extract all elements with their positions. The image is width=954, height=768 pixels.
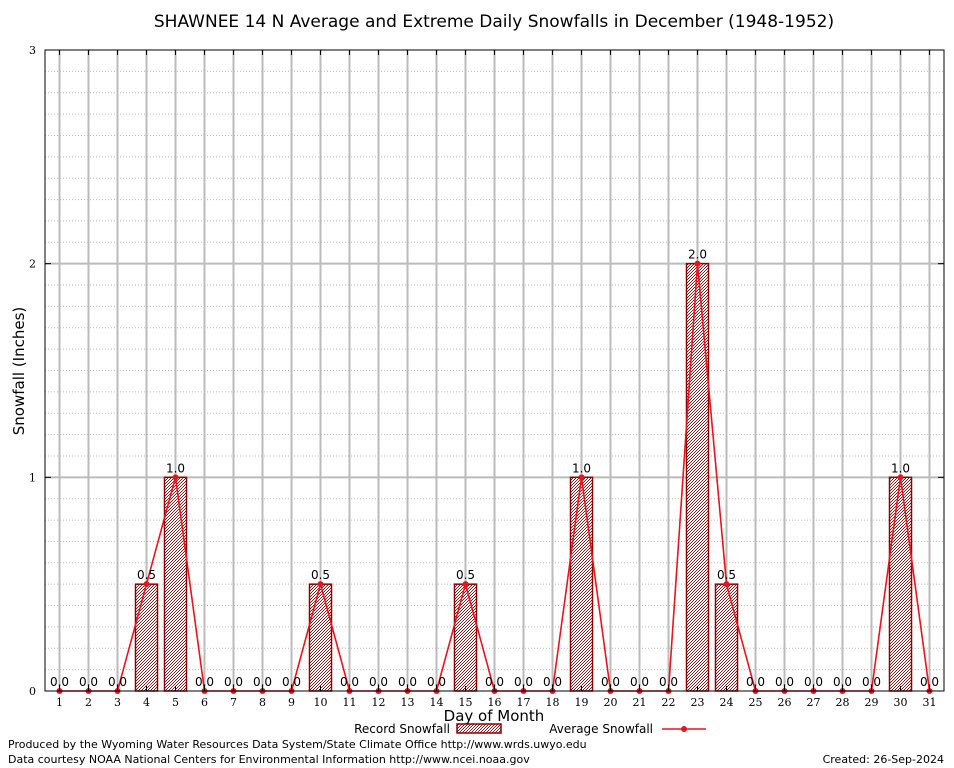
data-label-day-11: 0.0	[340, 675, 359, 689]
data-label-day-6: 0.0	[195, 675, 214, 689]
average-snowfall-point-30	[897, 474, 904, 481]
y-axis-label: Snowfall (Inches)	[10, 307, 28, 435]
data-label-day-16: 0.0	[485, 675, 504, 689]
record-snowfall-bar-15	[453, 583, 478, 692]
x-tick-label-30: 30	[894, 696, 908, 709]
x-tick-label-4: 4	[143, 696, 150, 709]
x-tick-label-19: 19	[575, 696, 589, 709]
data-label-day-13: 0.0	[398, 675, 417, 689]
data-label-day-23: 2.0	[688, 248, 707, 262]
x-tick-label-1: 1	[56, 696, 63, 709]
legend: Record Snowfall Average Snowfall	[354, 722, 706, 736]
data-label-day-27: 0.0	[804, 675, 823, 689]
record-snowfall-bar-24	[714, 583, 739, 692]
x-tick-label-26: 26	[778, 696, 792, 709]
data-label-day-5: 1.0	[166, 461, 185, 475]
data-label-day-18: 0.0	[543, 675, 562, 689]
x-tick-label-14: 14	[430, 696, 444, 709]
x-tick-label-22: 22	[662, 696, 676, 709]
data-label-day-26: 0.0	[775, 675, 794, 689]
x-tick-label-2: 2	[85, 696, 92, 709]
data-label-day-4: 0.5	[137, 568, 156, 582]
y-tick-label-3: 3	[29, 44, 36, 57]
x-tick-label-5: 5	[172, 696, 179, 709]
x-tick-label-31: 31	[923, 696, 937, 709]
footer-created-date: Created: 26-Sep-2024	[822, 753, 944, 766]
data-label-day-28: 0.0	[833, 675, 852, 689]
average-snowfall-point-15	[462, 581, 469, 588]
average-snowfall-point-19	[578, 474, 585, 481]
footer-data-courtesy: Data courtesy NOAA National Centers for …	[8, 753, 530, 766]
data-label-day-10: 0.5	[311, 568, 330, 582]
footer-produced-by: Produced by the Wyoming Water Resources …	[8, 738, 587, 751]
x-tick-label-6: 6	[201, 696, 208, 709]
legend-swatch-record	[456, 723, 502, 734]
data-label-day-30: 1.0	[891, 461, 910, 475]
x-tick-label-24: 24	[720, 696, 734, 709]
data-label-day-15: 0.5	[456, 568, 475, 582]
record-snowfall-bar-23	[685, 262, 710, 692]
data-label-day-8: 0.0	[253, 675, 272, 689]
data-label-day-17: 0.0	[514, 675, 533, 689]
data-label-day-22: 0.0	[659, 675, 678, 689]
record-snowfall-bar-5	[163, 476, 188, 692]
x-tick-label-9: 9	[288, 696, 295, 709]
x-tick-label-21: 21	[633, 696, 647, 709]
x-tick-label-11: 11	[343, 696, 357, 709]
record-snowfall-bar-4	[134, 583, 159, 692]
record-snowfall-bar-10	[308, 583, 333, 692]
x-tick-label-12: 12	[372, 696, 386, 709]
data-label-day-21: 0.0	[630, 675, 649, 689]
x-tick-label-23: 23	[691, 696, 705, 709]
average-snowfall-point-5	[172, 474, 179, 481]
average-snowfall-point-24	[723, 581, 730, 588]
x-tick-label-17: 17	[517, 696, 531, 709]
data-label-day-9: 0.0	[282, 675, 301, 689]
data-label-day-3: 0.0	[108, 675, 127, 689]
legend-label-average: Average Snowfall	[549, 722, 653, 736]
x-tick-label-29: 29	[865, 696, 879, 709]
data-label-day-19: 1.0	[572, 461, 591, 475]
y-tick-label-2: 2	[29, 258, 36, 271]
average-snowfall-point-23	[694, 260, 701, 267]
record-snowfall-bar-30	[888, 476, 913, 692]
x-tick-label-16: 16	[488, 696, 502, 709]
average-snowfall-point-10	[317, 581, 324, 588]
y-tick-label-0: 0	[29, 685, 36, 698]
x-tick-label-8: 8	[259, 696, 266, 709]
x-tick-label-28: 28	[836, 696, 850, 709]
data-label-day-7: 0.0	[224, 675, 243, 689]
legend-label-record: Record Snowfall	[354, 722, 450, 736]
data-label-day-14: 0.0	[427, 675, 446, 689]
x-tick-label-18: 18	[546, 696, 560, 709]
record-snowfall-bar-19	[569, 476, 594, 692]
average-snowfall-point-4	[143, 581, 150, 588]
data-label-day-12: 0.0	[369, 675, 388, 689]
x-axis-label: Day of Month	[444, 707, 545, 725]
data-label-day-2: 0.0	[79, 675, 98, 689]
x-tick-label-3: 3	[114, 696, 121, 709]
legend-swatch-average-marker	[681, 726, 687, 732]
x-tick-label-15: 15	[459, 696, 473, 709]
data-label-day-29: 0.0	[862, 675, 881, 689]
data-label-day-31: 0.0	[920, 675, 939, 689]
x-tick-label-25: 25	[749, 696, 763, 709]
x-tick-label-27: 27	[807, 696, 821, 709]
data-label-day-1: 0.0	[50, 675, 69, 689]
x-tick-label-7: 7	[230, 696, 237, 709]
chart-title: SHAWNEE 14 N Average and Extreme Daily S…	[154, 12, 834, 32]
data-label-day-24: 0.5	[717, 568, 736, 582]
x-tick-label-13: 13	[401, 696, 415, 709]
y-tick-label-1: 1	[29, 471, 36, 484]
x-tick-label-20: 20	[604, 696, 618, 709]
data-label-day-20: 0.0	[601, 675, 620, 689]
data-label-day-25: 0.0	[746, 675, 765, 689]
x-tick-label-10: 10	[314, 696, 328, 709]
